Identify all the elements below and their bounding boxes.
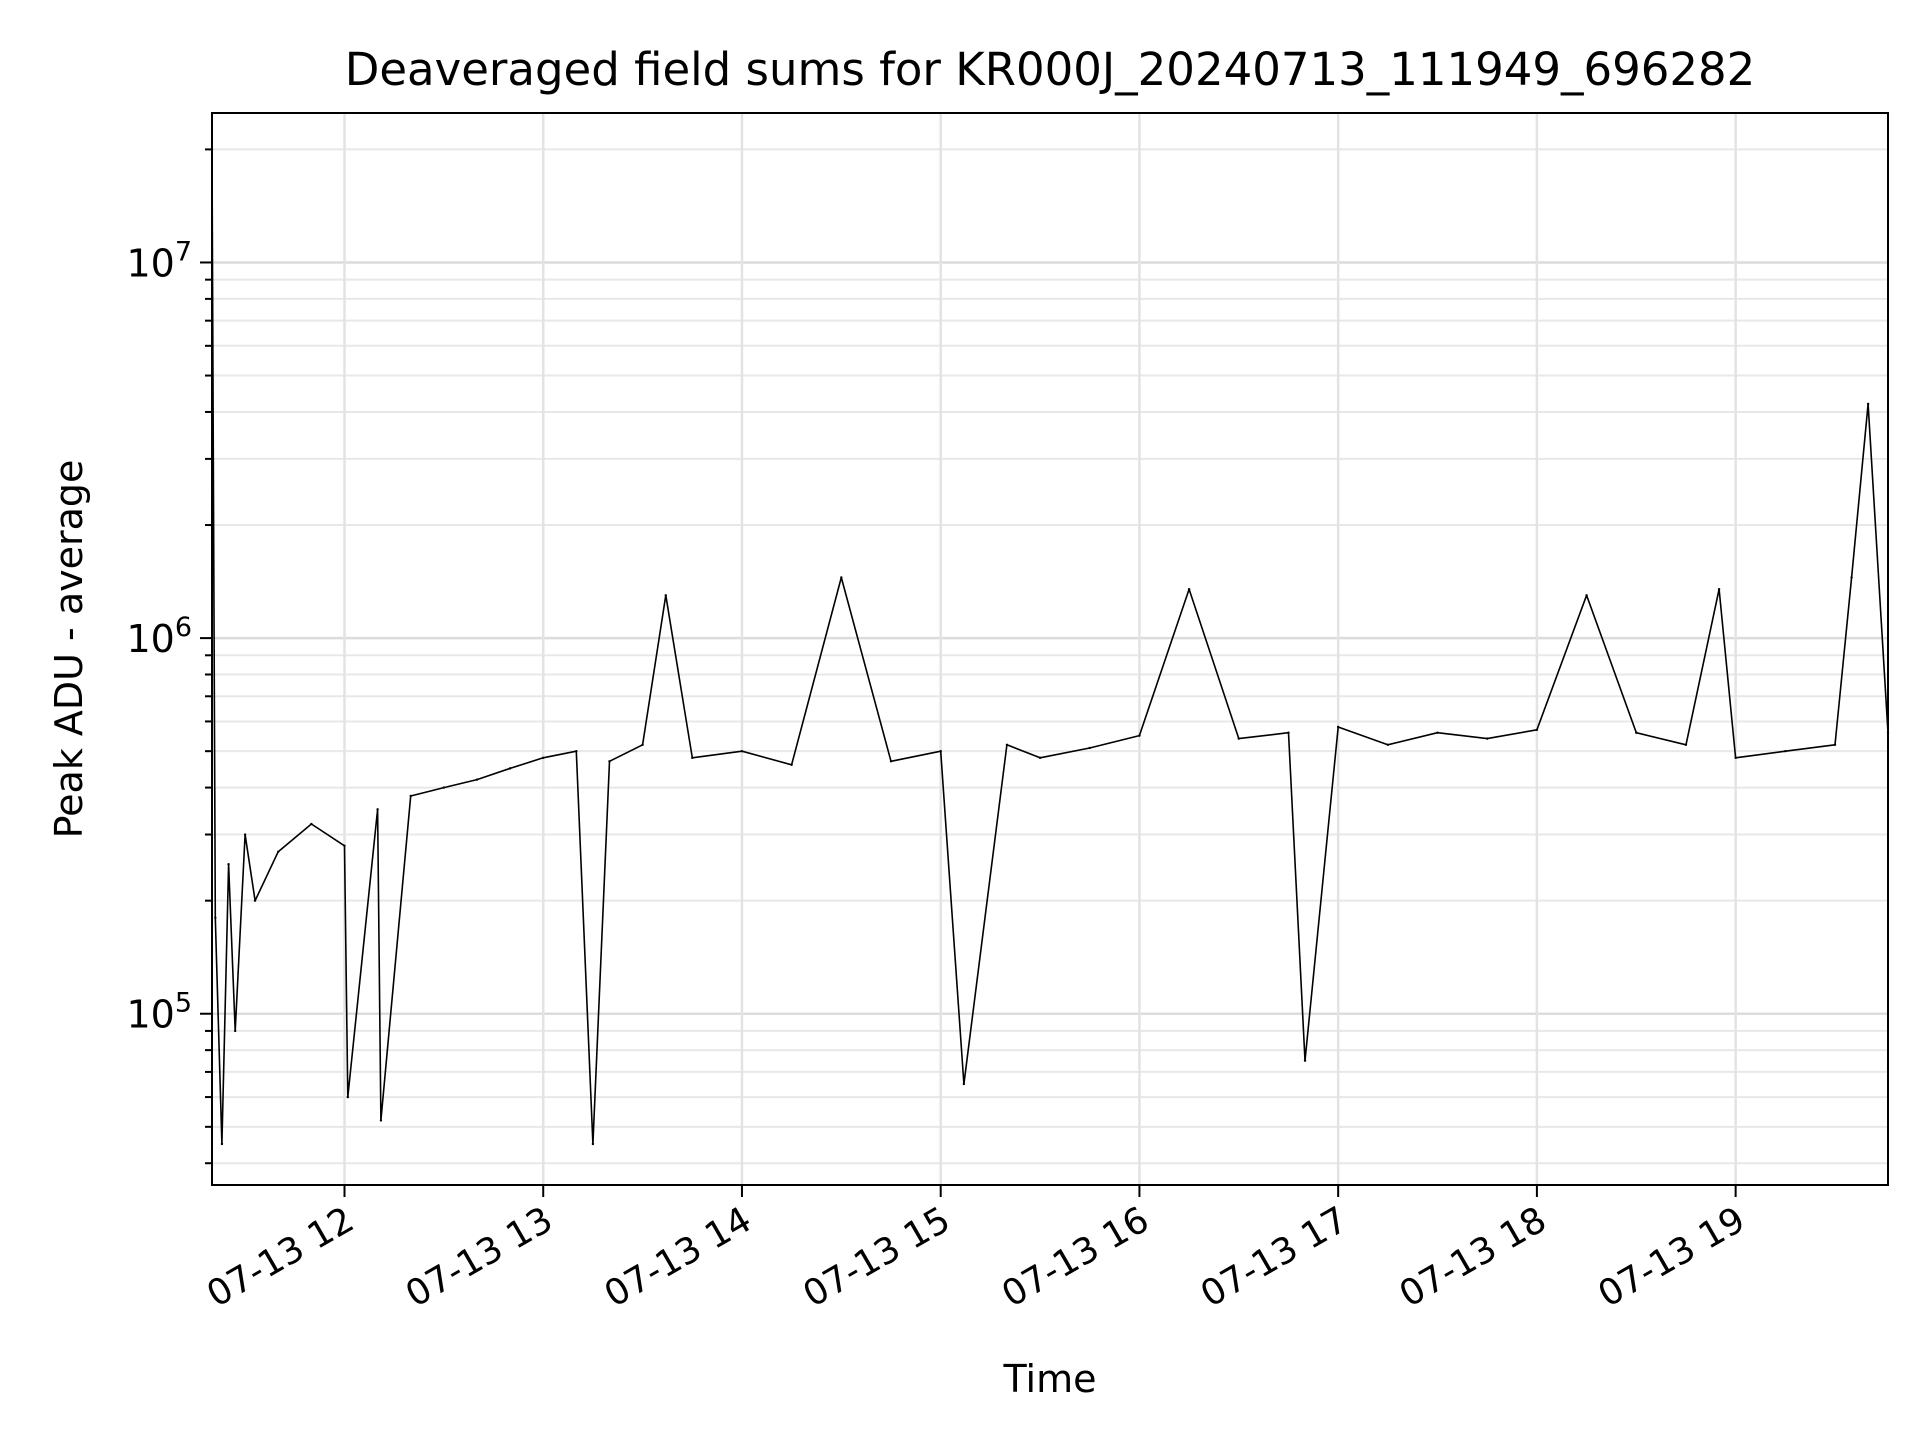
data-point xyxy=(1486,737,1489,740)
data-point xyxy=(1088,746,1091,750)
data-point xyxy=(1866,402,1870,406)
data-point xyxy=(1386,743,1390,746)
data-point xyxy=(253,899,257,902)
y-tick-label: 105 xyxy=(126,988,192,1037)
data-point xyxy=(1734,756,1737,760)
data-point xyxy=(379,1119,383,1122)
data-point xyxy=(1585,594,1588,597)
data-point xyxy=(310,822,313,826)
x-tick-label: 07-13 17 xyxy=(1194,1199,1355,1315)
data-point xyxy=(277,850,280,853)
series-layer xyxy=(210,148,1890,1146)
data-point xyxy=(233,1029,237,1033)
data-point xyxy=(1717,587,1721,591)
x-tick-label: 07-13 18 xyxy=(1393,1199,1554,1315)
data-point xyxy=(1287,731,1290,734)
data-point xyxy=(575,749,578,753)
data-point xyxy=(1005,743,1009,746)
chart-title: Deaveraged field sums for KR000J_2024071… xyxy=(345,43,1756,96)
data-point xyxy=(1784,749,1787,753)
x-axis: 07-13 12 07-13 13 07-13 14 07-13 15 07-13 16… xyxy=(200,1185,1752,1316)
data-point xyxy=(1336,725,1340,729)
x-tick-label: 07-13 15 xyxy=(797,1199,958,1315)
data-point xyxy=(591,1142,595,1146)
data-point xyxy=(542,756,545,760)
x-tick-label: 07-13 14 xyxy=(598,1199,759,1315)
data-point xyxy=(1684,743,1688,746)
x-axis-label: Time xyxy=(1003,1357,1097,1401)
data-point xyxy=(343,844,346,847)
data-point xyxy=(1038,756,1042,760)
x-tick-label: 07-13 12 xyxy=(200,1199,361,1315)
data-point xyxy=(508,767,512,770)
data-point xyxy=(376,808,379,811)
y-axis-label: Peak ADU - average xyxy=(47,460,91,839)
x-tick-label: 07-13 13 xyxy=(399,1199,560,1315)
data-point xyxy=(939,749,942,753)
data-point xyxy=(475,778,479,781)
data-point xyxy=(1436,731,1439,734)
data-point xyxy=(220,1142,224,1146)
data-point xyxy=(442,786,446,789)
data-point xyxy=(790,763,793,766)
data-point xyxy=(1237,737,1240,740)
grid xyxy=(212,113,1888,1185)
x-tick-label: 07-13 16 xyxy=(995,1199,1156,1315)
data-point xyxy=(1850,576,1853,579)
data-point xyxy=(409,794,412,798)
data-point xyxy=(664,594,667,597)
y-tick-label: 106 xyxy=(126,612,192,661)
data-point xyxy=(641,743,644,746)
data-point xyxy=(1138,734,1141,737)
data-point xyxy=(740,749,744,753)
data-point xyxy=(1833,743,1837,746)
y-axis: 105 106 107 xyxy=(126,148,212,1165)
data-point xyxy=(889,760,893,763)
data-point xyxy=(346,1095,350,1099)
data-point xyxy=(1535,728,1539,732)
x-tick-label: 07-13 19 xyxy=(1591,1199,1752,1315)
data-point xyxy=(1303,1059,1307,1062)
data-point xyxy=(691,756,694,760)
data-point xyxy=(1187,587,1191,591)
data-point xyxy=(962,1082,966,1086)
data-point xyxy=(840,576,843,579)
y-tick-label: 107 xyxy=(126,236,192,285)
data-point xyxy=(608,760,611,763)
data-point xyxy=(214,916,217,920)
data-point xyxy=(1635,731,1638,734)
data-point xyxy=(243,833,247,836)
plot-frame xyxy=(211,112,1889,1186)
data-point xyxy=(227,863,230,866)
